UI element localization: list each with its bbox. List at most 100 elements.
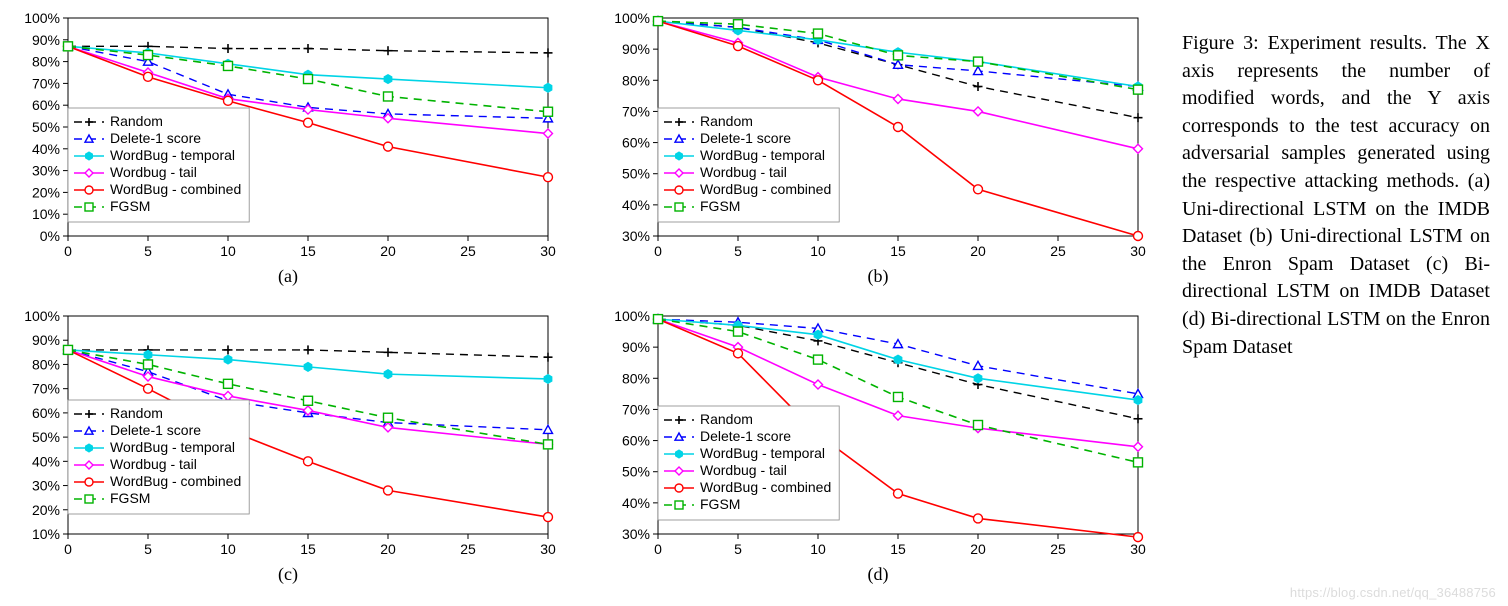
svg-text:5: 5 [734,243,742,259]
svg-text:80%: 80% [31,54,59,70]
svg-text:90%: 90% [31,332,59,348]
svg-text:80%: 80% [621,370,649,386]
svg-text:Delete-1 score: Delete-1 score [110,130,201,146]
svg-text:60%: 60% [31,405,59,421]
chart-panel-d: 0 5 10 15 20 25 30 30% 40% 50% 60% 70% 80% 90% 100% Ran… [598,308,1158,596]
svg-text:30: 30 [540,541,556,557]
svg-text:40%: 40% [621,495,649,511]
svg-text:5: 5 [144,541,152,557]
charts-grid: 0 5 10 15 20 25 30 0% 10% 20% 30% 40% 50% 60% 70% 80% 90… [8,10,1158,596]
svg-text:5: 5 [144,243,152,259]
svg-text:30%: 30% [621,526,649,542]
svg-text:10: 10 [220,243,236,259]
svg-text:90%: 90% [621,41,649,57]
svg-text:FGSM: FGSM [700,198,740,214]
svg-text:WordBug - combined: WordBug - combined [700,479,831,495]
watermark-text: https://blog.csdn.net/qq_36488756 [1290,585,1496,600]
svg-text:20: 20 [380,243,396,259]
svg-text:40%: 40% [31,141,59,157]
svg-text:30: 30 [1130,243,1146,259]
figure-caption: Figure 3: Experiment results. The X axis… [1158,10,1500,596]
svg-text:100%: 100% [24,10,60,26]
svg-text:70%: 70% [31,381,59,397]
svg-text:15: 15 [890,243,906,259]
panel-label-b: (b) [868,266,889,287]
svg-text:25: 25 [1050,243,1066,259]
svg-text:20%: 20% [31,502,59,518]
svg-text:70%: 70% [621,401,649,417]
svg-text:10: 10 [220,541,236,557]
svg-text:25: 25 [460,243,476,259]
svg-text:100%: 100% [614,308,650,324]
svg-text:WordBug - combined: WordBug - combined [110,473,241,489]
svg-text:60%: 60% [621,433,649,449]
svg-text:20%: 20% [31,184,59,200]
svg-text:30%: 30% [621,228,649,244]
svg-text:FGSM: FGSM [110,198,150,214]
svg-text:Random: Random [700,113,753,129]
svg-text:10: 10 [810,541,826,557]
svg-text:Random: Random [110,405,163,421]
svg-text:5: 5 [734,541,742,557]
svg-text:0: 0 [64,541,72,557]
panel-label-a: (a) [278,266,298,287]
svg-text:FGSM: FGSM [110,490,150,506]
panel-label-c: (c) [278,564,298,585]
svg-text:10%: 10% [31,526,59,542]
svg-text:0: 0 [64,243,72,259]
svg-text:40%: 40% [621,197,649,213]
svg-text:0: 0 [654,541,662,557]
svg-text:WordBug - temporal: WordBug - temporal [110,147,235,163]
svg-text:30: 30 [540,243,556,259]
chart-panel-b: 0 5 10 15 20 25 30 30% 40% 50% 60% 70% 80% 90% 100% Ran… [598,10,1158,298]
svg-text:Delete-1 score: Delete-1 score [700,428,791,444]
svg-text:Wordbug - tail: Wordbug - tail [700,164,787,180]
svg-text:15: 15 [300,541,316,557]
svg-text:WordBug - temporal: WordBug - temporal [700,147,825,163]
svg-text:90%: 90% [31,32,59,48]
svg-text:15: 15 [890,541,906,557]
chart-panel-a: 0 5 10 15 20 25 30 0% 10% 20% 30% 40% 50% 60% 70% 80% 90… [8,10,568,298]
svg-text:Random: Random [110,113,163,129]
svg-text:70%: 70% [621,103,649,119]
svg-text:50%: 50% [31,429,59,445]
svg-text:30%: 30% [31,163,59,179]
svg-text:FGSM: FGSM [700,496,740,512]
svg-text:30%: 30% [31,478,59,494]
svg-text:50%: 50% [621,166,649,182]
svg-text:20: 20 [970,243,986,259]
svg-text:Delete-1 score: Delete-1 score [700,130,791,146]
svg-text:Wordbug - tail: Wordbug - tail [700,462,787,478]
svg-text:20: 20 [970,541,986,557]
svg-text:WordBug - temporal: WordBug - temporal [110,439,235,455]
svg-text:25: 25 [1050,541,1066,557]
svg-text:90%: 90% [621,339,649,355]
svg-text:10%: 10% [31,206,59,222]
svg-text:Delete-1 score: Delete-1 score [110,422,201,438]
svg-text:70%: 70% [31,75,59,91]
panel-label-d: (d) [868,564,889,585]
svg-text:WordBug - temporal: WordBug - temporal [700,445,825,461]
svg-text:WordBug - combined: WordBug - combined [700,181,831,197]
svg-text:80%: 80% [31,356,59,372]
svg-text:60%: 60% [31,97,59,113]
svg-text:WordBug - combined: WordBug - combined [110,181,241,197]
svg-text:80%: 80% [621,72,649,88]
svg-text:0: 0 [654,243,662,259]
svg-text:50%: 50% [621,464,649,480]
svg-text:30: 30 [1130,541,1146,557]
svg-text:Wordbug - tail: Wordbug - tail [110,456,197,472]
svg-text:Random: Random [700,411,753,427]
svg-text:100%: 100% [24,308,60,324]
svg-text:Wordbug - tail: Wordbug - tail [110,164,197,180]
svg-text:25: 25 [460,541,476,557]
svg-text:40%: 40% [31,453,59,469]
svg-text:50%: 50% [31,119,59,135]
svg-text:20: 20 [380,541,396,557]
chart-panel-c: 0 5 10 15 20 25 30 10% 20% 30% 40% 50% 60% 70% 80% 90% 1… [8,308,568,596]
svg-text:60%: 60% [621,135,649,151]
svg-text:10: 10 [810,243,826,259]
svg-text:100%: 100% [614,10,650,26]
svg-text:15: 15 [300,243,316,259]
svg-text:0%: 0% [39,228,59,244]
